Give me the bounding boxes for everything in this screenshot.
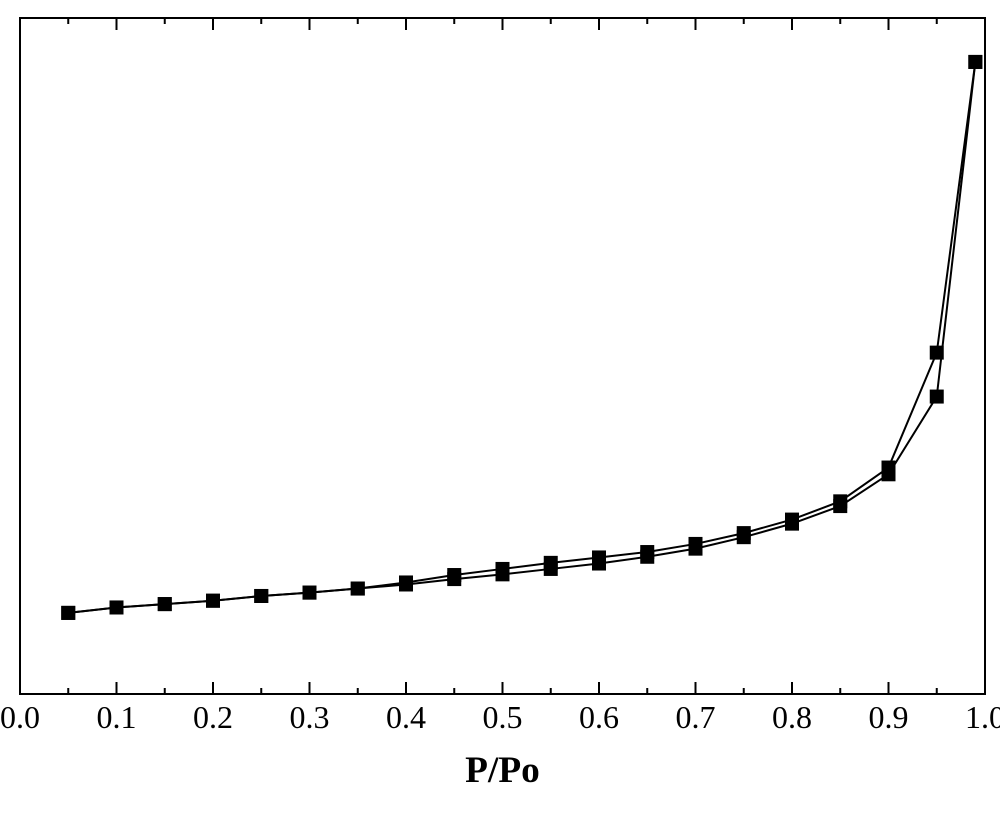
marker-desorption <box>351 582 365 596</box>
marker-desorption <box>61 606 75 620</box>
marker-desorption <box>399 575 413 589</box>
marker-desorption <box>592 550 606 564</box>
marker-desorption <box>447 568 461 582</box>
marker-desorption <box>254 589 268 603</box>
x-tick-label: 0.5 <box>483 699 523 735</box>
x-tick-label: 0.9 <box>869 699 909 735</box>
isotherm-chart: 0.0 0.1 0.2 0.3 0.4 0.5 0.6 0.7 0.8 0.9 1.0 P/Po <box>0 0 1000 817</box>
marker-desorption <box>640 545 654 559</box>
marker-desorption <box>303 586 317 600</box>
marker-desorption <box>968 55 982 69</box>
x-tick-label: 0.1 <box>97 699 137 735</box>
marker-desorption <box>930 346 944 360</box>
x-tick-label: 0.6 <box>579 699 619 735</box>
marker-desorption <box>882 461 896 475</box>
marker-desorption <box>833 494 847 508</box>
x-tick-label: 0.2 <box>193 699 233 735</box>
x-tick-label: 0.0 <box>0 699 40 735</box>
chart-container: 0.0 0.1 0.2 0.3 0.4 0.5 0.6 0.7 0.8 0.9 1.0 P/Po <box>0 0 1000 817</box>
x-axis-title: P/Po <box>465 750 540 791</box>
x-tick-label: 1.0 <box>965 699 1000 735</box>
marker-desorption <box>206 594 220 608</box>
marker-desorption <box>737 526 751 540</box>
x-tick-label: 0.4 <box>386 699 426 735</box>
x-tick-label: 0.8 <box>772 699 812 735</box>
marker-desorption <box>544 556 558 570</box>
marker-desorption <box>158 597 172 611</box>
marker-desorption <box>785 513 799 527</box>
marker-desorption <box>689 537 703 551</box>
marker-desorption <box>110 600 124 614</box>
marker-adsorption <box>930 390 944 404</box>
marker-desorption <box>496 562 510 576</box>
x-tick-label: 0.7 <box>676 699 716 735</box>
x-tick-label: 0.3 <box>290 699 330 735</box>
